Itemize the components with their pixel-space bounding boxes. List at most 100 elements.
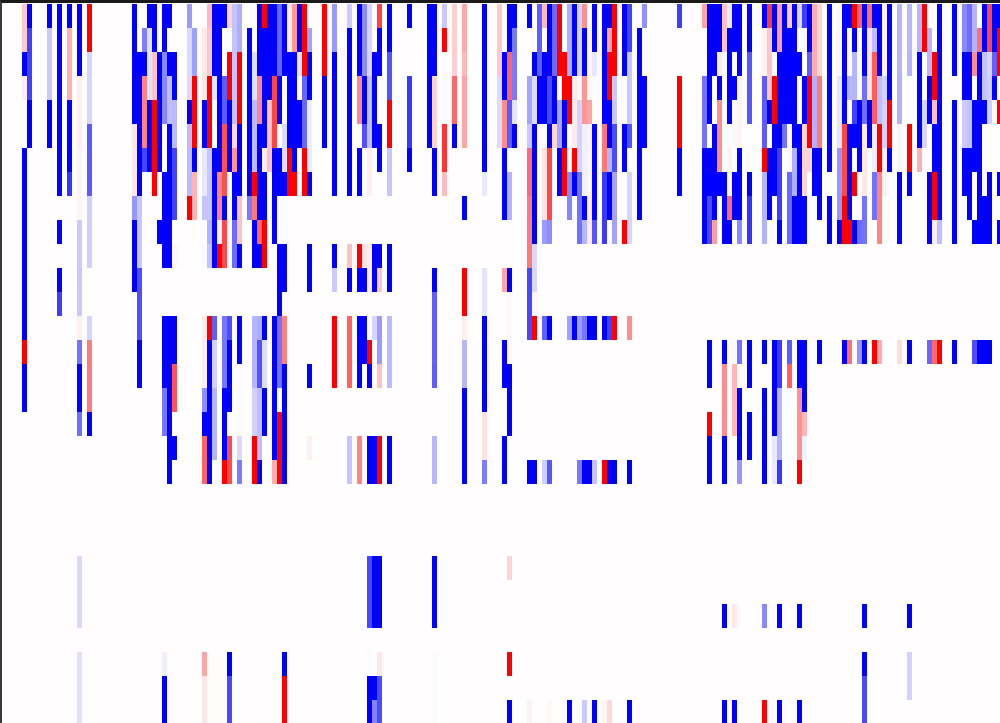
heatmap-cell xyxy=(47,4,52,28)
heatmap-cell xyxy=(162,52,167,124)
heatmap-cell xyxy=(507,100,512,148)
heatmap-cell xyxy=(722,436,727,484)
heatmap-cell xyxy=(207,340,212,388)
heatmap-cell xyxy=(577,460,582,484)
heatmap-cell xyxy=(22,316,27,340)
heatmap-cell xyxy=(997,4,1000,28)
heatmap-cell xyxy=(367,340,372,364)
heatmap-cell xyxy=(587,28,592,100)
heatmap-cell xyxy=(527,124,532,148)
heatmap-cell xyxy=(282,676,287,723)
heatmap-cell xyxy=(377,652,382,676)
heatmap-cell xyxy=(347,268,352,292)
heatmap-cell xyxy=(377,676,382,723)
heatmap-cell xyxy=(722,604,727,628)
heatmap-cell xyxy=(572,220,577,244)
heatmap-cell xyxy=(502,436,507,484)
heatmap-cell xyxy=(207,388,212,412)
heatmap-cell xyxy=(842,4,847,28)
heatmap-cell xyxy=(887,148,892,172)
heatmap-cell xyxy=(747,52,752,124)
heatmap-cell xyxy=(202,436,207,484)
heatmap-cell xyxy=(567,76,572,124)
heatmap-cell xyxy=(927,172,932,220)
heatmap-cell xyxy=(217,124,222,148)
heatmap-cell xyxy=(762,340,767,364)
heatmap-cell xyxy=(27,100,32,148)
heatmap-cell xyxy=(827,124,832,172)
heatmap-cell xyxy=(797,460,802,484)
heatmap-cell xyxy=(462,316,467,340)
heatmap-cell xyxy=(722,340,727,364)
heatmap-cell xyxy=(802,196,807,244)
heatmap-cell xyxy=(772,148,777,196)
heatmap-cell xyxy=(172,100,177,148)
heatmap-cell xyxy=(137,124,142,196)
heatmap-cell xyxy=(817,4,822,76)
heatmap-cell xyxy=(502,100,507,148)
heatmap-cell xyxy=(612,172,617,244)
heatmap-cell xyxy=(172,316,177,340)
heatmap-cell xyxy=(847,4,852,28)
heatmap-cell xyxy=(432,580,437,628)
heatmap-cell xyxy=(987,172,992,244)
heatmap-cell xyxy=(797,700,802,723)
heatmap-cell xyxy=(272,460,277,484)
heatmap-cell xyxy=(572,316,577,340)
heatmap-cell xyxy=(442,52,447,124)
heatmap-cell xyxy=(307,52,312,100)
heatmap-cell xyxy=(817,172,822,220)
heatmap-cell xyxy=(677,4,682,28)
heatmap-cell xyxy=(847,148,852,196)
heatmap-cell xyxy=(702,148,707,196)
heatmap-cell xyxy=(237,52,242,124)
heatmap-cell xyxy=(152,52,157,100)
heatmap-cell xyxy=(777,148,782,220)
heatmap-cell xyxy=(712,220,717,244)
heatmap-cell xyxy=(917,52,922,76)
heatmap-cell xyxy=(952,100,957,124)
heatmap-cell xyxy=(877,76,882,124)
heatmap-cell xyxy=(262,148,267,172)
heatmap-cell xyxy=(387,316,392,388)
heatmap-cell xyxy=(77,148,82,220)
heatmap-cell xyxy=(887,28,892,100)
heatmap-cell xyxy=(897,340,902,364)
heatmap-cell xyxy=(727,52,732,124)
heatmap-cell xyxy=(982,196,987,244)
heatmap-cell xyxy=(737,76,742,148)
heatmap-cell xyxy=(262,100,267,148)
heatmap-cell xyxy=(172,76,177,100)
heatmap-cell xyxy=(22,220,27,244)
heatmap-cell xyxy=(727,196,732,220)
heatmap-cell xyxy=(287,148,292,196)
heatmap-cell xyxy=(377,244,382,268)
heatmap-cell xyxy=(57,220,62,244)
heatmap-cell xyxy=(907,172,912,196)
heatmap-cell xyxy=(872,52,877,124)
heatmap-cell xyxy=(367,148,372,196)
heatmap-cell xyxy=(212,316,217,340)
heatmap-cell xyxy=(257,76,262,124)
heatmap-cell xyxy=(237,196,242,244)
heatmap-cell xyxy=(162,388,167,436)
heatmap-cell xyxy=(432,556,437,580)
heatmap-cell xyxy=(22,364,27,412)
heatmap-cell xyxy=(997,28,1000,76)
heatmap-cell xyxy=(732,52,737,76)
heatmap-cell xyxy=(607,52,612,100)
heatmap-cell xyxy=(237,460,242,484)
heatmap-cell xyxy=(187,196,192,220)
heatmap-cell xyxy=(812,4,817,76)
heatmap-cell xyxy=(462,4,467,52)
heatmap-cell xyxy=(212,76,217,100)
heatmap-cell xyxy=(332,100,337,172)
heatmap-cell xyxy=(987,52,992,76)
heatmap-cell xyxy=(867,4,872,28)
heatmap-cell xyxy=(332,52,337,100)
heatmap-cell xyxy=(77,220,82,268)
heatmap-cell xyxy=(272,4,277,76)
heatmap-cell xyxy=(497,76,502,148)
heatmap-cell xyxy=(237,244,242,268)
